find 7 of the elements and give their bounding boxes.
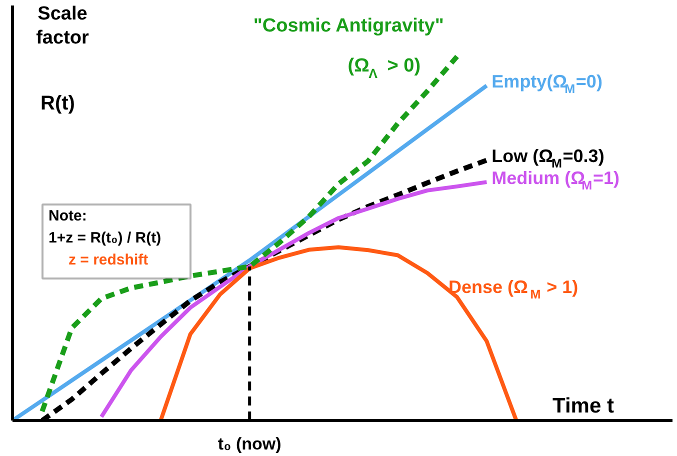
x-axis-title: Time t — [552, 394, 614, 418]
annotation: Note: — [48, 208, 87, 224]
y-axis-title: R(t) — [40, 92, 75, 114]
chart-title: Scale factor — [36, 4, 90, 48]
annotation: z = redshift — [68, 252, 148, 268]
annotation: 1+z = R(t₀) / R(t) — [48, 230, 162, 246]
text: t₀ (now) — [218, 434, 282, 454]
